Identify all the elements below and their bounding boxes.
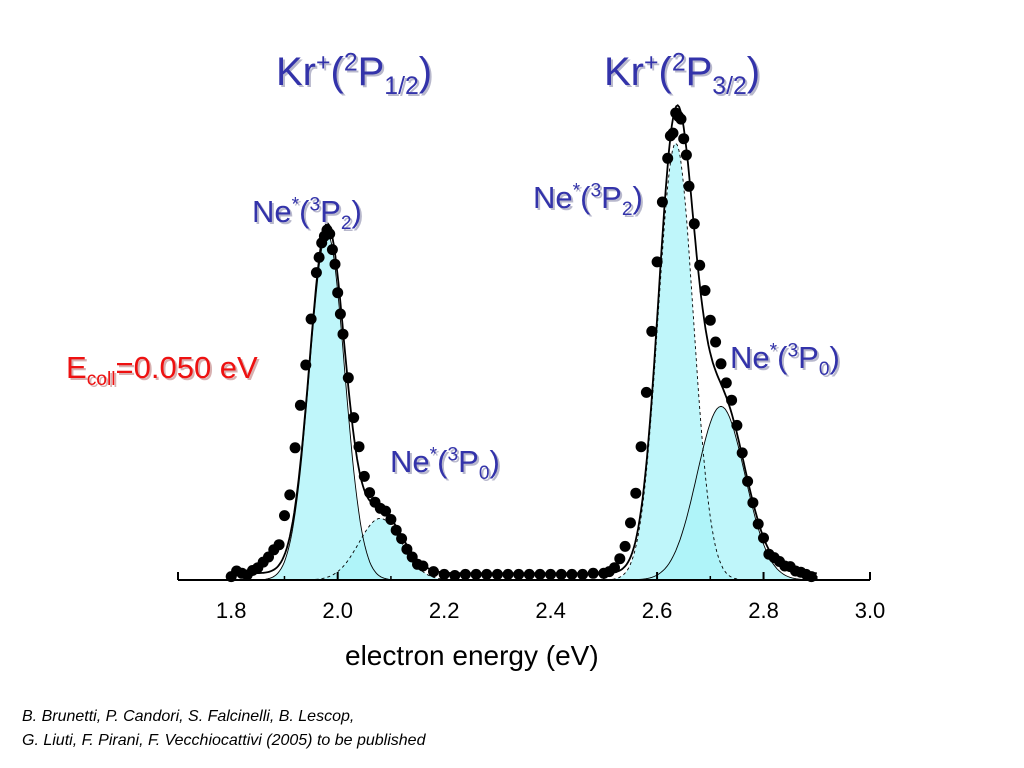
data-point bbox=[358, 470, 370, 482]
data-point bbox=[662, 152, 674, 164]
data-point bbox=[390, 524, 402, 536]
label-ne-3p0-right: Ne*(3P0) bbox=[730, 340, 840, 381]
data-point bbox=[699, 285, 711, 296]
data-point bbox=[619, 540, 631, 552]
data-point bbox=[667, 127, 679, 139]
data-point bbox=[289, 442, 301, 454]
data-point bbox=[385, 514, 397, 525]
peak-fills bbox=[263, 143, 808, 581]
data-point bbox=[742, 475, 754, 487]
data-point bbox=[710, 336, 722, 348]
x-axis-label: electron energy (eV) bbox=[345, 640, 599, 671]
data-point bbox=[305, 313, 317, 325]
credit-line-2: G. Liuti, F. Pirani, F. Vecchiocattivi (… bbox=[22, 732, 426, 749]
data-point bbox=[630, 487, 642, 499]
data-point bbox=[300, 359, 312, 371]
data-point bbox=[566, 568, 578, 580]
data-point bbox=[417, 560, 429, 572]
credit-line-1: B. Brunetti, P. Candori, S. Falcinelli, … bbox=[22, 708, 355, 725]
x-tick-label: 3.0 bbox=[855, 598, 886, 623]
data-point bbox=[752, 518, 764, 530]
data-point bbox=[640, 386, 652, 398]
data-point bbox=[279, 510, 290, 522]
data-point bbox=[651, 256, 663, 268]
data-point bbox=[688, 218, 700, 230]
data-point bbox=[332, 287, 344, 299]
data-point bbox=[726, 394, 738, 406]
data-point bbox=[380, 505, 392, 517]
data-point bbox=[470, 568, 482, 580]
data-point bbox=[609, 562, 620, 574]
label-kr-2p1-2: Kr+(2P1/2) bbox=[276, 49, 433, 100]
peak-ne-3p2-kr-p3-2-line bbox=[612, 142, 739, 580]
data-point bbox=[680, 149, 692, 161]
x-tick-label: 2.6 bbox=[642, 598, 673, 623]
data-point bbox=[720, 377, 732, 389]
data-point bbox=[364, 487, 376, 499]
data-point bbox=[273, 539, 285, 551]
peak-ne-3p0-kr-p3-2-line bbox=[634, 405, 808, 581]
data-point bbox=[646, 325, 658, 337]
data-point bbox=[334, 308, 346, 320]
data-point bbox=[656, 196, 668, 208]
data-point bbox=[715, 358, 727, 370]
data-point bbox=[313, 251, 325, 263]
data-point bbox=[294, 399, 306, 411]
data-point bbox=[459, 568, 471, 580]
data-point bbox=[428, 566, 439, 578]
data-point bbox=[348, 412, 360, 424]
label-ne-3p2-right: Ne*(3P2) bbox=[533, 180, 643, 221]
peak-ne-3p2-kr-p1-2-fill bbox=[263, 232, 391, 581]
data-point bbox=[694, 259, 706, 271]
data-points bbox=[225, 107, 817, 583]
data-point bbox=[635, 441, 647, 453]
peak-ne-3p2-kr-p3-2-fill bbox=[612, 143, 739, 580]
data-point bbox=[577, 568, 589, 580]
data-point bbox=[523, 568, 535, 580]
peak-ne-3p0-kr-p3-2-fill bbox=[634, 406, 808, 580]
label-kr-2p3-2: Kr+(2P3/2) bbox=[604, 49, 761, 100]
data-point bbox=[337, 328, 349, 340]
data-point bbox=[675, 113, 687, 125]
data-point bbox=[731, 419, 743, 431]
data-point bbox=[310, 267, 322, 279]
peak-ne-3p0-kr-p1-2-fill bbox=[303, 518, 457, 580]
data-point bbox=[284, 489, 296, 501]
data-point bbox=[747, 497, 759, 509]
peak-ne-3p0-kr-p1-2-line bbox=[303, 517, 457, 581]
data-point bbox=[678, 133, 690, 145]
data-point bbox=[758, 532, 769, 544]
x-axis: 1.8 2.0 2.2 2.4 2.6 2.8 3.0 bbox=[177, 572, 886, 623]
data-point bbox=[401, 543, 413, 555]
x-tick-label: 2.2 bbox=[429, 598, 460, 623]
x-tick-label: 2.8 bbox=[748, 598, 779, 623]
data-point bbox=[555, 568, 567, 580]
data-point bbox=[513, 568, 525, 580]
x-tick-label: 2.0 bbox=[322, 598, 353, 623]
data-point bbox=[342, 372, 354, 384]
data-point bbox=[491, 568, 503, 580]
data-point bbox=[481, 568, 493, 580]
data-point bbox=[704, 314, 716, 326]
data-point bbox=[614, 553, 626, 565]
data-point bbox=[396, 533, 408, 545]
data-point bbox=[326, 244, 338, 256]
data-point bbox=[502, 568, 514, 580]
data-point bbox=[736, 447, 748, 459]
data-point bbox=[587, 567, 599, 579]
x-tick-label: 2.4 bbox=[535, 598, 566, 623]
collision-energy-label: Ecoll=0.050 eV bbox=[66, 350, 258, 391]
label-ne-3p2-left: Ne*(3P2) bbox=[252, 194, 362, 235]
data-point bbox=[353, 441, 365, 453]
data-point bbox=[449, 570, 461, 581]
data-point bbox=[329, 258, 341, 270]
x-tick-label: 1.8 bbox=[216, 598, 247, 623]
label-ne-3p0-left: Ne*(3P0) bbox=[390, 444, 500, 485]
data-point bbox=[625, 517, 636, 529]
data-point bbox=[534, 568, 546, 580]
data-point bbox=[683, 180, 695, 192]
data-point bbox=[324, 228, 336, 240]
